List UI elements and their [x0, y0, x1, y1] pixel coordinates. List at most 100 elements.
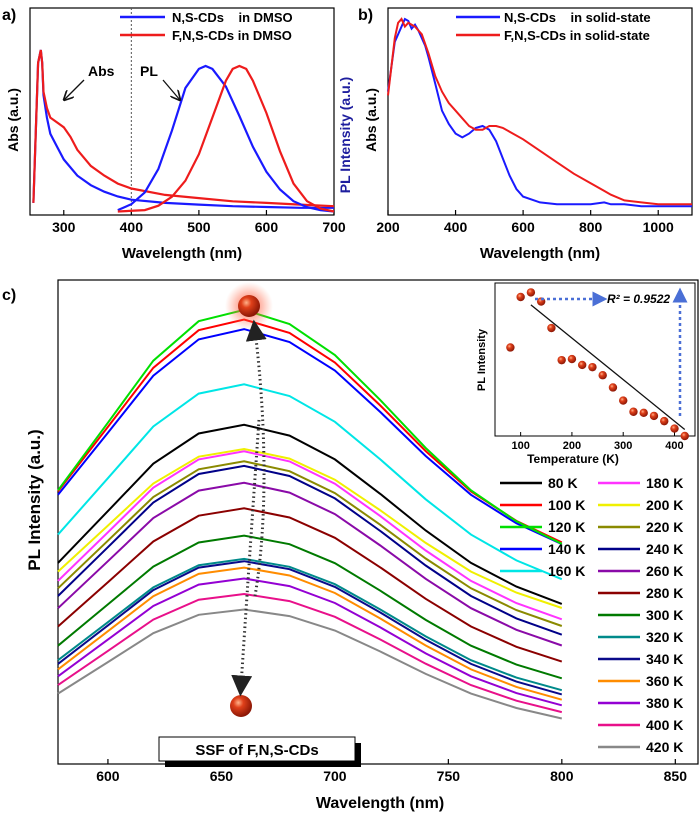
- inset-point: [670, 424, 679, 433]
- pl-curve-400k: [57, 592, 563, 714]
- inset-fit-line: [530, 304, 686, 430]
- pl-curve-160k: [57, 383, 563, 581]
- inset-point: [598, 371, 607, 380]
- inset-point: [588, 362, 597, 372]
- inset-x-tick-label: 200: [563, 440, 581, 452]
- pl-curve-220k: [57, 460, 563, 627]
- panel-a-x-tick-label: 700: [322, 219, 346, 235]
- inset-point: [516, 292, 525, 302]
- panel-b-x-tick-label: 1000: [643, 219, 674, 235]
- pl-curve-300k: [57, 534, 563, 680]
- panel-c-ylabel: PL Intensity (a.u.): [25, 429, 44, 570]
- panel-b-x-tick-label: 600: [511, 219, 535, 235]
- inset-r2-label: R² = 0.9522: [607, 292, 670, 306]
- arrow-abs: [64, 79, 85, 100]
- panel-a-x-tick-label: 300: [52, 219, 76, 235]
- inset-chart: 100 200 300 400 Temperature (K) PL Intensit…: [476, 282, 696, 466]
- inset-point: [629, 407, 638, 416]
- legend-label-220k: 220 K: [646, 519, 683, 535]
- inset-point: [557, 355, 566, 365]
- inset-point: [649, 411, 659, 421]
- inset-point: [526, 288, 536, 297]
- panel-b-x-tick-label: 400: [444, 219, 468, 235]
- panel-b-frame: [387, 7, 693, 216]
- inset-x-tick-label: 300: [614, 440, 632, 452]
- annotation-pl: PL: [140, 63, 158, 79]
- arrow-pl: [162, 79, 180, 100]
- legend-label-320k: 320 K: [646, 629, 683, 645]
- panel-c-x-tick-label: 650: [210, 768, 234, 784]
- inset-point: [680, 431, 689, 441]
- panel-b-series-1: [387, 17, 692, 206]
- legend-label-180k: 180 K: [646, 475, 683, 491]
- legend-label-fncd-solid: F,N,S-CDs in solid-state: [504, 28, 650, 43]
- panel-a-pl-series-4: [117, 64, 335, 213]
- panel-c-xlabel: Wavelength (nm): [316, 795, 444, 812]
- ssf-label: SSF of F,N,S-CDs: [195, 742, 318, 759]
- legend-label-300k: 300 K: [646, 607, 683, 623]
- panel-a-ylabel-left: Abs (a.u.): [5, 88, 21, 152]
- legend-label-80k: 80 K: [548, 475, 578, 491]
- sphere-top-icon: [238, 295, 260, 317]
- panel-c-legend: 80 K 100 K 120 K 140 K 160 K 180 K 200 K 220 K 2…: [500, 475, 683, 755]
- legend-label-400k: 400 K: [646, 717, 683, 733]
- panel-a-ylabel-right: PL Intensity (a.u.): [337, 77, 353, 193]
- legend-label-340k: 340 K: [646, 651, 683, 667]
- pl-curve-280k: [57, 507, 563, 663]
- legend-label-140k: 140 K: [548, 541, 585, 557]
- arrow-down-dotted: [231, 419, 261, 697]
- panel-b-label: b): [358, 7, 373, 24]
- pl-curve-260k: [57, 481, 563, 647]
- sphere-bottom-icon: [230, 695, 252, 717]
- legend-label-ncd-solid: N,S-CDs in solid-state: [504, 10, 651, 25]
- panel-b: b) 200 400 600 800 1000 Wavelength (nm) Abs …: [358, 7, 693, 262]
- inset-point: [577, 360, 587, 370]
- pl-curve-200k: [57, 447, 563, 609]
- legend-label-260k: 260 K: [646, 563, 683, 579]
- legend-label-ncd-dmso: N,S-CDs in DMSO: [172, 10, 293, 25]
- legend-label-120k: 120 K: [548, 519, 585, 535]
- annotation-abs: Abs: [88, 63, 115, 79]
- inset-x-tick-label: 400: [665, 440, 683, 452]
- inset-point: [547, 323, 556, 333]
- legend-label-100k: 100 K: [548, 497, 585, 513]
- panel-c-x-tick-label: 800: [550, 768, 574, 784]
- panel-a-label: a): [2, 7, 16, 24]
- legend-label-360k: 360 K: [646, 673, 683, 689]
- legend-label-160k: 160 K: [548, 563, 585, 579]
- inset-point: [506, 343, 515, 352]
- pl-curve-120k: [57, 308, 563, 545]
- panel-b-legend: N,S-CDs in solid-state F,N,S-CDs in soli…: [456, 10, 651, 43]
- inset-point: [608, 383, 618, 392]
- panel-c-x-tick-label: 700: [323, 768, 347, 784]
- pl-curve-380k: [57, 577, 563, 707]
- panel-b-ylabel: Abs (a.u.): [363, 88, 379, 152]
- panel-b-x-tick-label: 200: [376, 219, 400, 235]
- inset-point: [567, 354, 577, 364]
- pl-curve-140k: [57, 328, 563, 546]
- pl-curve-320k: [57, 557, 563, 692]
- panel-a-x-tick-label: 600: [255, 219, 279, 235]
- panel-a: a) 300 400 500 600 700 Wavelength (nm) Abs (…: [2, 7, 353, 262]
- panel-a-abs-series-3: [32, 49, 335, 208]
- pl-curve-340k: [57, 560, 563, 696]
- pl-curve-420k: [57, 608, 563, 720]
- panel-c-label: c): [2, 287, 16, 304]
- legend-label-200k: 200 K: [646, 497, 683, 513]
- panel-c: c) 600 650 700 750 800 850 Wavelength (nm) PL…: [2, 279, 699, 812]
- pl-curve-240k: [57, 464, 563, 636]
- panel-a-legend: N,S-CDs in DMSO F,N,S-CDs in DMSO: [120, 10, 293, 43]
- panel-a-pl-series-5: [117, 64, 335, 213]
- panel-b-xlabel: Wavelength (nm): [480, 245, 600, 262]
- panel-a-frame: [29, 7, 335, 216]
- panel-b-x-tick-label: 800: [579, 219, 603, 235]
- inset-point: [660, 416, 669, 426]
- inset-x-tick-label: 100: [511, 440, 529, 452]
- inset-ylabel: PL Intensity: [476, 328, 488, 391]
- panel-b-series-0: [387, 17, 692, 208]
- panel-a-x-tick-label: 500: [187, 219, 211, 235]
- legend-label-380k: 380 K: [646, 695, 683, 711]
- pl-curve-360k: [57, 566, 563, 701]
- panel-a-xlabel: Wavelength (nm): [122, 245, 242, 262]
